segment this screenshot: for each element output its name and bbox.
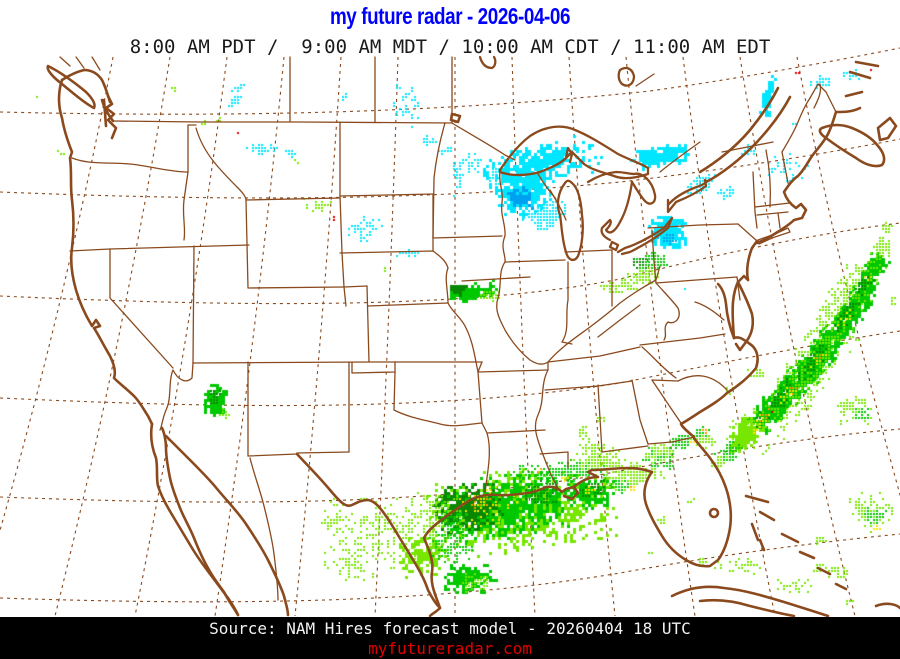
page-title: my future radar - 2026-04-06 (329, 3, 571, 29)
source-text: Source: NAM Hires forecast model - 20260… (209, 619, 691, 638)
header: my future radar - 2026-04-06 8:00 AM PDT… (0, 0, 900, 58)
timezone-subtitle: 8:00 AM PDT / 9:00 AM MDT / 10:00 AM CDT… (129, 36, 771, 58)
website-link[interactable]: myfutureradar.com (368, 639, 532, 658)
source-bar: Source: NAM Hires forecast model - 20260… (0, 617, 900, 659)
